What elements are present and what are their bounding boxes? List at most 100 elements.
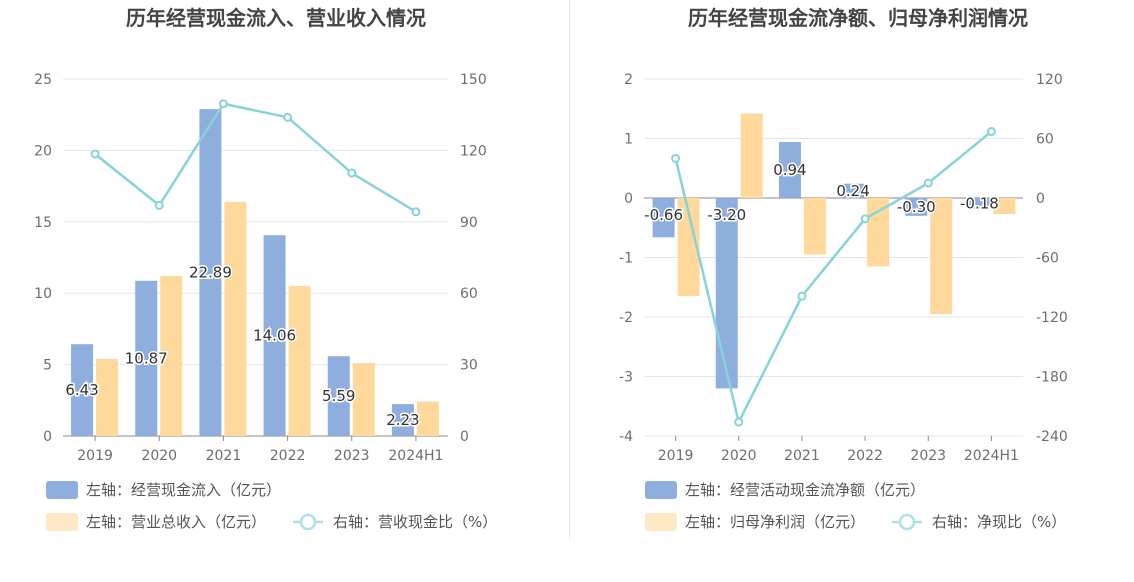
legend-swatch [46,481,78,499]
data-label: 10.87 [125,349,168,367]
left-axis-tick-label: 25 [34,72,52,88]
right-axis-tick-label: 0 [1036,191,1045,207]
x-axis-label: 2021 [784,448,820,464]
data-label: 0.24 [836,182,869,200]
legend-swatch [645,513,677,531]
left-axis-tick-label: 15 [34,215,52,231]
legend-swatch [46,513,78,531]
right-axis-tick-label: 60 [460,286,478,302]
legend-label: 左轴：营业总收入（亿元） [86,513,266,531]
x-axis-label: 2019 [77,448,113,464]
bar-secondary [160,276,183,436]
chart-left: 历年经营现金流入、营业收入情况 0 5 10 15 20 25 0 30 60 90 120 150 20… [34,6,497,531]
bar-secondary [930,198,953,315]
right-axis-tick-label: 120 [1036,72,1063,88]
right-axis-tick-label: 120 [460,143,487,159]
legend-swatch-marker [299,513,317,531]
x-axis-label: 2023 [334,448,370,464]
line-point [411,207,421,217]
data-label: 2.23 [386,411,419,429]
right-axis-tick-label: 30 [460,358,478,374]
left-axis-tick-label: 0 [624,191,633,207]
right-axis-tick-label: 90 [460,215,478,231]
legend-label: 右轴：营收现金比（%） [333,513,497,531]
line-point [923,178,933,188]
line-point [986,127,996,137]
bar-primary [905,198,928,216]
right-axis-tick-label: 60 [1036,132,1054,148]
line-series [674,130,993,426]
chart-title: 历年经营现金流入、营业收入情况 [126,6,426,30]
bar-secondary [96,358,119,436]
left-axis-tick-label: 1 [624,132,633,148]
chart-right: 历年经营现金流净额、归母净利润情况 -4 -3 -2 -1 0 1 2 -240 -180 -120… [619,6,1068,531]
bar-primary [715,198,738,389]
right-axis-tick-label: 150 [460,72,487,88]
data-label: 6.43 [65,381,98,399]
left-axis-tick-label: 0 [43,429,52,445]
line-point [90,149,100,159]
left-axis-tick-label: -3 [619,370,633,386]
legend-label: 左轴：经营现金流入（亿元） [86,481,281,499]
right-axis-tick-label: 0 [460,429,469,445]
right-axis-tick-label: -240 [1036,429,1068,445]
data-label: 5.59 [322,387,355,405]
legend-label: 右轴：净现比（%） [932,513,1066,531]
data-label: 14.06 [253,327,296,345]
right-axis-tick-label: -60 [1036,251,1059,267]
x-axis-label: 2022 [847,448,883,464]
bar-primary [135,280,158,436]
line-point [734,417,744,427]
bar-primary [199,109,222,436]
chart-title: 历年经营现金流净额、归母净利润情况 [688,6,1028,30]
left-axis-tick-label: -2 [619,310,633,326]
bar-secondary [803,198,826,255]
left-axis-tick-label: 5 [43,358,52,374]
panel-divider [569,0,570,540]
line-point [154,200,164,210]
bar-primary [263,235,286,436]
line-point [283,112,293,122]
line-point [797,291,807,301]
x-axis-label: 2023 [910,448,946,464]
x-axis-label: 2020 [141,448,177,464]
x-axis-label: 2024H1 [964,448,1019,464]
left-axis-tick-label: 10 [34,286,52,302]
x-axis-label: 2022 [270,448,306,464]
x-axis-label: 2020 [721,448,757,464]
bar-secondary [224,201,247,436]
line-point [347,168,357,178]
bar-primary [842,183,865,198]
line-point [218,99,228,109]
bar-secondary [288,286,311,436]
right-axis-tick-label: -120 [1036,310,1068,326]
bar-secondary [993,198,1016,215]
bar-secondary [352,363,375,436]
line-point [860,214,870,224]
bar-primary [327,356,350,436]
right-axis-tick-label: -180 [1036,370,1068,386]
left-axis-tick-label: 2 [624,72,633,88]
data-label: 22.89 [189,264,232,282]
line-point [671,153,681,163]
data-label: -3.20 [707,206,746,224]
x-axis-label: 2021 [206,448,242,464]
x-axis-label: 2024H1 [388,448,443,464]
data-label: -0.18 [960,194,999,212]
bar-secondary [677,198,700,297]
bar-primary [391,404,414,436]
left-axis-tick-label: -4 [619,429,633,445]
data-label: 0.94 [773,161,806,179]
legend-label: 左轴：归母净利润（亿元） [685,513,865,531]
line-series [94,102,417,213]
data-label: -0.66 [644,206,683,224]
left-axis-tick-label: 20 [34,143,52,159]
legend-swatch [645,481,677,499]
bar-primary [778,142,801,198]
bar-primary [652,198,675,238]
bar-primary [71,344,94,436]
bar-secondary [740,113,763,198]
left-axis-tick-label: -1 [619,251,633,267]
data-label: -0.30 [897,198,936,216]
